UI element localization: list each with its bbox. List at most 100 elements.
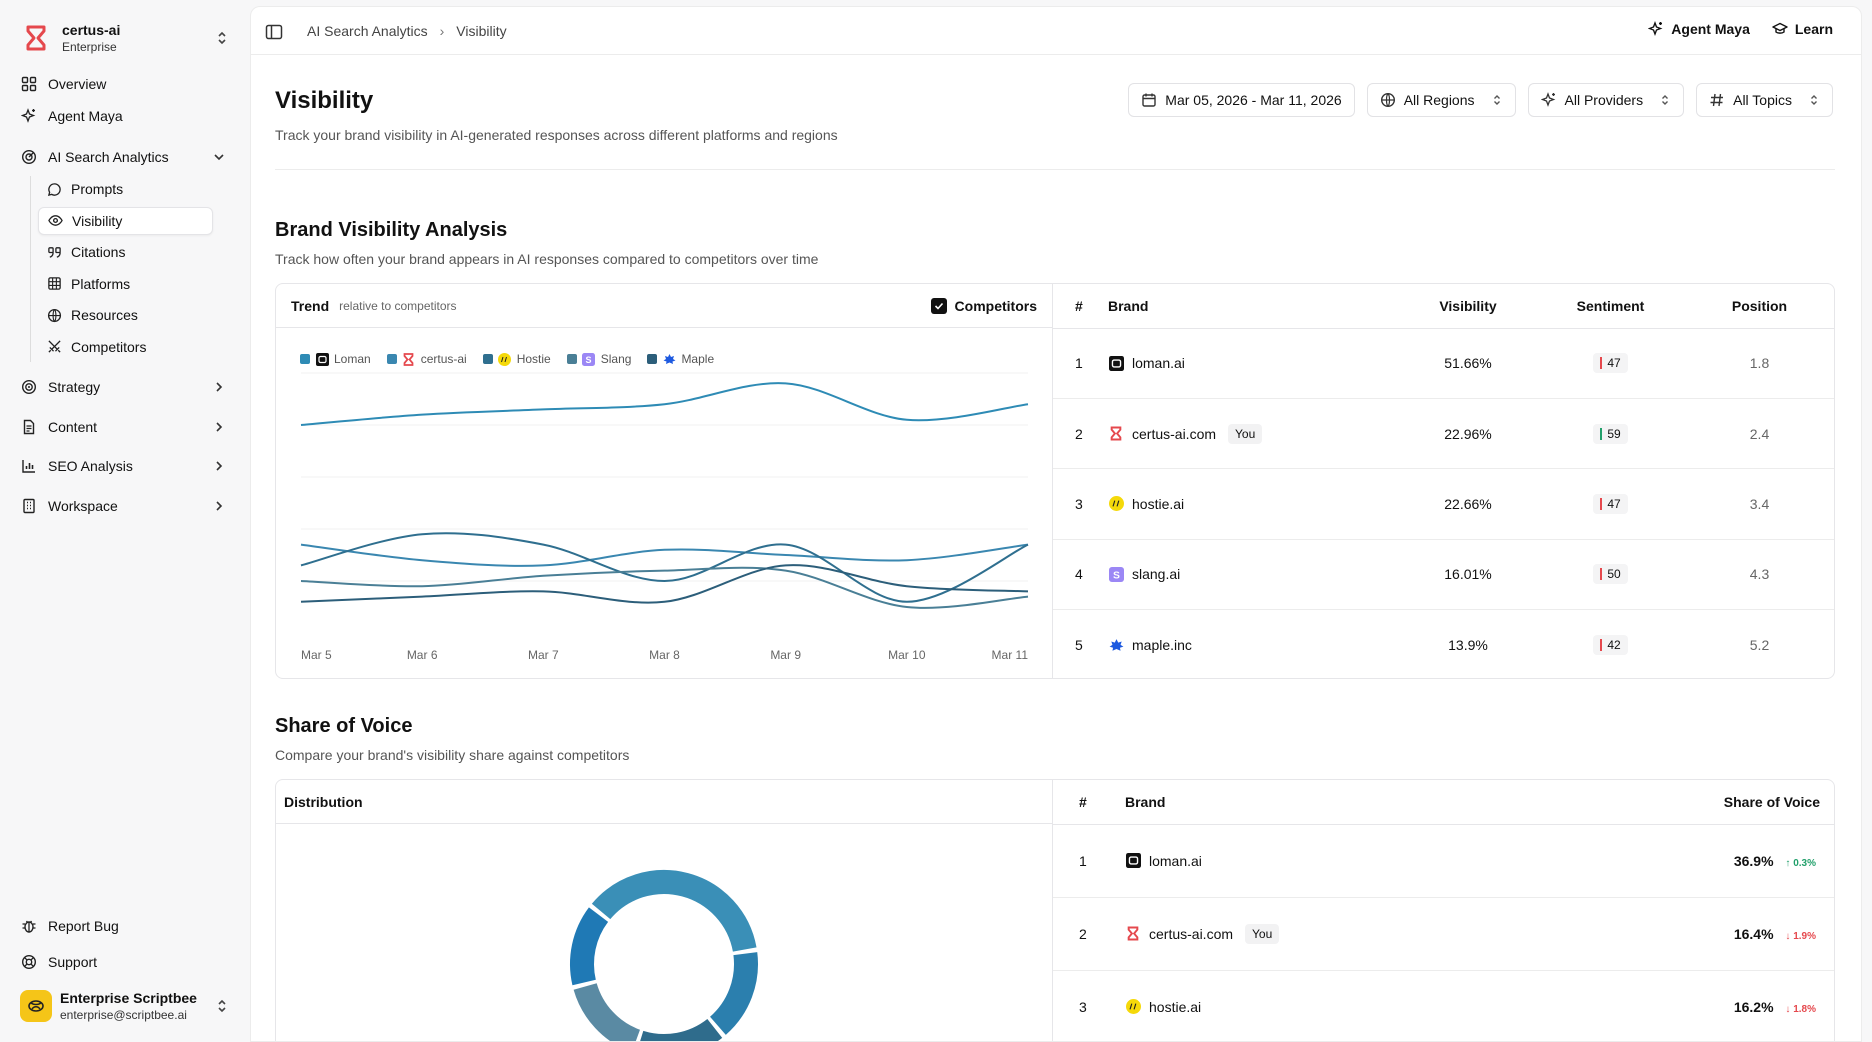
row-rank: 2 <box>1053 897 1125 971</box>
chart-legend: Loman certus-ai Hostie S Slang <box>300 352 730 366</box>
arrow-down-icon: ↓ <box>1785 1003 1791 1015</box>
nav-workspace-label: Workspace <box>48 497 118 514</box>
nav-agent-maya[interactable]: Agent Maya <box>20 100 230 132</box>
check-icon <box>930 297 947 314</box>
eye-icon <box>47 213 63 229</box>
legend-item-slang[interactable]: S Slang <box>566 352 631 366</box>
row-brand[interactable]: certus-ai.com <box>1149 925 1234 942</box>
nav-seo-label: SEO Analysis <box>48 458 133 474</box>
col-visibility[interactable]: Visibility <box>1398 284 1538 329</box>
donut-slice[interactable] <box>570 907 609 986</box>
sidebar-item-platforms-label: Platforms <box>71 275 131 292</box>
nav-workspace[interactable]: Workspace <box>20 490 230 522</box>
nav-seo-analysis[interactable]: SEO Analysis <box>20 450 230 482</box>
divider <box>275 169 1835 170</box>
you-badge: You <box>1228 423 1263 444</box>
svg-text:S: S <box>586 355 592 365</box>
series-line-loman[interactable] <box>300 382 1029 426</box>
row-brand[interactable]: loman.ai <box>1132 355 1185 372</box>
series-line-hostie[interactable] <box>300 532 1029 603</box>
row-brand[interactable]: hostie.ai <box>1149 998 1202 1015</box>
col-sentiment[interactable]: Sentiment <box>1538 284 1683 329</box>
sidebar-item-resources[interactable]: Resources <box>38 301 213 329</box>
providers-select[interactable]: All Providers <box>1527 83 1685 117</box>
chevron-up-down-icon <box>1811 95 1817 105</box>
nav-overview[interactable]: Overview <box>20 68 230 100</box>
series-line-certus-ai[interactable] <box>300 543 1029 567</box>
row-share: 36.9% <box>1733 852 1774 869</box>
row-brand[interactable]: certus-ai.com <box>1132 425 1217 442</box>
nav-support[interactable]: Support <box>20 946 230 978</box>
nav-ai-search-analytics[interactable]: AI Search Analytics <box>20 141 230 173</box>
row-position: 2.4 <box>1683 398 1834 470</box>
legend-swatch <box>300 354 310 364</box>
sidebar-item-citations[interactable]: Citations <box>38 238 213 266</box>
agent-maya-button[interactable]: Agent Maya <box>1648 21 1750 37</box>
donut-slice[interactable] <box>709 952 758 1035</box>
sidebar-item-visibility[interactable]: Visibility <box>38 206 213 235</box>
chevron-down-icon <box>214 154 224 161</box>
sidebar-item-competitors[interactable]: Competitors <box>38 333 213 361</box>
row-brand[interactable]: hostie.ai <box>1132 495 1185 512</box>
legend-item-certus[interactable]: certus-ai <box>386 352 467 366</box>
row-visibility: 22.96% <box>1398 398 1538 470</box>
table-row[interactable]: 3 hostie.ai 16.2% ↓ 1.8% <box>1053 970 1834 1041</box>
competitors-checkbox[interactable]: Competitors <box>930 297 1037 314</box>
legend-item-loman[interactable]: Loman <box>300 352 371 366</box>
sidebar-item-prompts-label: Prompts <box>71 181 124 197</box>
table-row[interactable]: 3 hostie.ai 22.66% 47 3.4 <box>1053 468 1834 540</box>
calendar-icon <box>1142 93 1156 107</box>
nav-strategy[interactable]: Strategy <box>20 371 230 403</box>
loman-icon <box>315 352 329 366</box>
svg-text:S: S <box>1113 570 1120 581</box>
nav-content[interactable]: Content <box>20 411 230 443</box>
swords-icon <box>46 339 62 355</box>
legend-item-hostie[interactable]: Hostie <box>482 352 551 366</box>
sidebar-toggle-icon[interactable] <box>265 23 283 41</box>
col-rank: # <box>1053 284 1108 329</box>
donut-slice[interactable] <box>591 870 757 953</box>
donut-slice[interactable] <box>573 982 641 1041</box>
date-range-picker[interactable]: Mar 05, 2026 - Mar 11, 2026 <box>1128 83 1355 117</box>
col-position[interactable]: Position <box>1683 284 1834 329</box>
brand-visibility-subtitle: Track how often your brand appears in AI… <box>275 251 819 267</box>
row-visibility: 22.66% <box>1398 468 1538 540</box>
series-line-maple[interactable] <box>300 564 1029 604</box>
table-row[interactable]: 1 loman.ai 36.9% ↑ 0.3% <box>1053 824 1834 898</box>
sentiment-value: 47 <box>1607 496 1621 511</box>
row-brand[interactable]: slang.ai <box>1132 566 1181 583</box>
legend-item-maple[interactable]: Maple <box>647 352 714 366</box>
row-rank: 3 <box>1053 468 1108 540</box>
org-switcher[interactable]: certus-ai Enterprise <box>20 18 230 58</box>
row-share-cell: 16.4% ↓ 1.9% <box>1536 897 1834 971</box>
series-line-slang[interactable] <box>300 566 1029 609</box>
row-brand[interactable]: loman.ai <box>1149 852 1202 869</box>
row-brand-cell: certus-ai.com You <box>1108 398 1398 470</box>
donut-slice[interactable] <box>640 1018 723 1042</box>
user-menu[interactable]: Enterprise Scriptbee enterprise@scriptbe… <box>20 986 230 1026</box>
table-row[interactable]: 2 certus-ai.com You 22.96% 59 2.4 <box>1053 398 1834 470</box>
delta-value: 1.9% <box>1793 930 1816 942</box>
hostie-icon <box>1108 496 1124 512</box>
document-icon <box>20 418 38 436</box>
sidebar-item-prompts[interactable]: Prompts <box>38 175 213 203</box>
col-share[interactable]: Share of Voice <box>1536 780 1834 825</box>
table-row[interactable]: 4 S slang.ai 16.01% 50 4.3 <box>1053 539 1834 611</box>
sparkles-icon <box>1540 92 1555 107</box>
row-brand[interactable]: maple.inc <box>1132 637 1192 653</box>
regions-select[interactable]: All Regions <box>1366 83 1516 117</box>
loman-icon <box>1108 355 1124 371</box>
learn-button[interactable]: Learn <box>1772 21 1833 37</box>
sentiment-badge: 47 <box>1593 493 1628 514</box>
sentiment-value: 47 <box>1607 356 1621 371</box>
brand-visibility-table: # Brand Visibility Sentiment Position 1 … <box>1053 284 1834 678</box>
row-brand-cell: loman.ai <box>1125 824 1537 898</box>
nav-report-bug[interactable]: Report Bug <box>20 910 230 942</box>
breadcrumb-parent[interactable]: AI Search Analytics <box>307 23 428 39</box>
table-row[interactable]: 1 loman.ai 51.66% 47 1.8 <box>1053 328 1834 399</box>
breadcrumb-current: Visibility <box>456 23 507 39</box>
topics-select[interactable]: All Topics <box>1696 83 1833 117</box>
sidebar-item-platforms[interactable]: Platforms <box>38 270 213 298</box>
table-row[interactable]: 5 maple.inc 13.9% 42 5.2 <box>1053 610 1834 678</box>
table-row[interactable]: 2 certus-ai.com You 16.4% ↓ 1.9% <box>1053 897 1834 971</box>
